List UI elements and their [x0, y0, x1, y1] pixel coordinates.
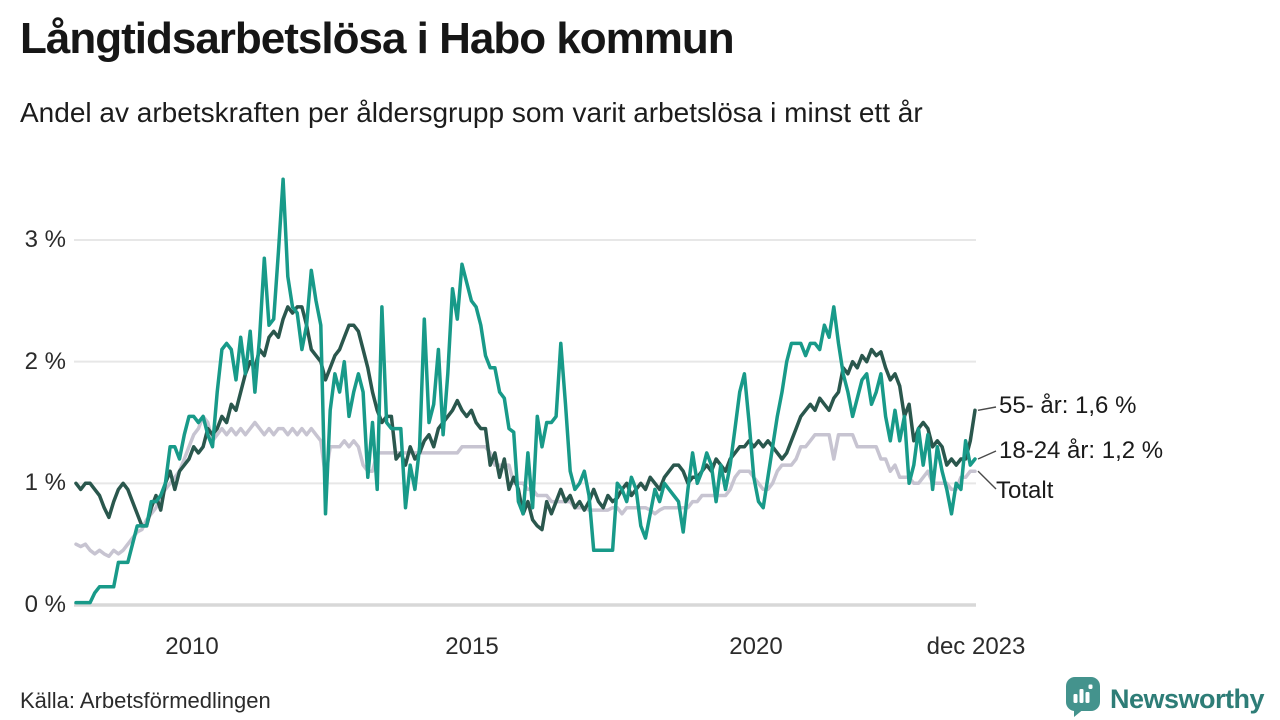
- y-axis-tick-1pct: 1 %: [24, 469, 66, 496]
- y-axis-tick-2pct: 2 %: [24, 348, 66, 375]
- end-label-55-ar: 55- år: 1,6 %: [999, 392, 1137, 419]
- chart-title: Långtidsarbetslösa i Habo kommun: [20, 14, 735, 63]
- newsworthy-logo-icon: [1065, 676, 1101, 720]
- newsworthy-wordmark: Newsworthy: [1109, 683, 1265, 714]
- x-axis-tick-dec-2023: dec 2023: [926, 633, 1026, 660]
- y-axis-tick-3pct: 3 %: [24, 226, 66, 253]
- y-axis-tick-0pct: 0 %: [24, 591, 66, 618]
- newsworthy-logo: Newsworthy: [1065, 676, 1265, 720]
- chart-subtitle: Andel av arbetskraften per åldersgrupp s…: [20, 97, 923, 128]
- series-line-55-r: [74, 305, 977, 532]
- end-label-connector-2: [977, 470, 997, 490]
- x-axis-tick-2015: 2015: [445, 633, 499, 660]
- end-label-connector-1: [977, 450, 997, 460]
- series-line-18-24-r: [74, 177, 977, 605]
- x-axis-tick-2010: 2010: [165, 633, 219, 660]
- end-label-connector-0: [977, 406, 997, 412]
- x-axis-tick-2020: 2020: [729, 633, 783, 660]
- end-label-totalt: Totalt: [996, 477, 1054, 504]
- end-label-18-24-ar: 18-24 år: 1,2 %: [999, 437, 1164, 464]
- source-note: Källa: Arbetsförmedlingen: [20, 688, 271, 713]
